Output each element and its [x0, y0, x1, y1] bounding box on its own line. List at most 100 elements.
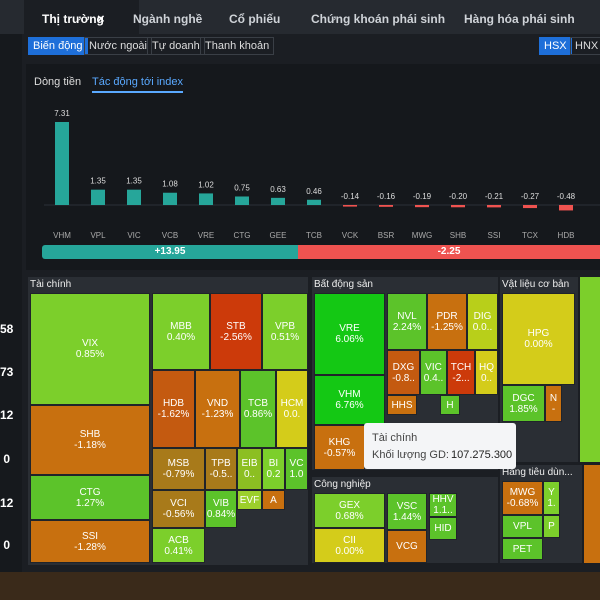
tile-label: KHG — [328, 436, 351, 448]
tile[interactable]: DGC 1.85% — [502, 385, 545, 422]
tile[interactable]: VPB 0.51% — [262, 293, 308, 370]
sidebar-value: 0 — [3, 538, 10, 552]
tile[interactable]: NVL 2.24% — [387, 293, 427, 350]
subtab[interactable]: Biến động — [28, 37, 88, 55]
tile[interactable]: HDB -1.62% — [152, 370, 195, 448]
tile[interactable]: MBB 0.40% — [152, 293, 210, 370]
tile[interactable]: A — [262, 490, 285, 510]
tile[interactable]: PET — [502, 538, 543, 560]
tile-label: CII — [343, 534, 356, 546]
bar-label: 1.08 — [162, 180, 178, 189]
tile[interactable]: VIB 0.84% — [205, 490, 237, 528]
tile[interactable]: SHB -1.18% — [30, 405, 150, 475]
tile-label: SHB — [79, 429, 101, 440]
tile[interactable]: VC 1.0 — [285, 448, 308, 490]
tab[interactable]: Hàng hóa phái sinh — [464, 12, 575, 26]
tile[interactable]: Y 1. — [543, 481, 560, 515]
tile[interactable]: ACB 0.41% — [152, 528, 205, 563]
bar — [451, 205, 465, 208]
sidebar-value: 0 — [3, 452, 10, 466]
tile-value: 0.4.. — [423, 372, 444, 384]
tile-value: 1. — [547, 498, 556, 509]
tile[interactable]: EIB 0.. — [237, 448, 262, 490]
tile-label: HHV — [432, 494, 454, 505]
category-label: VIC — [127, 231, 141, 240]
chart-tab[interactable]: Dòng tiền — [34, 76, 82, 88]
tile-label: NVL — [397, 310, 417, 322]
tile[interactable]: N- — [545, 385, 562, 422]
exchange[interactable]: HNX — [570, 37, 600, 55]
tile[interactable]: EVF — [237, 490, 262, 510]
total-down: -2.25 — [298, 245, 600, 259]
tab[interactable]: Cổ phiếu — [229, 12, 281, 26]
bar-label: 0.46 — [306, 187, 322, 196]
subtab[interactable]: Tự doanh — [147, 37, 205, 55]
tile-label: HPG — [527, 328, 550, 339]
bar-label: -0.21 — [485, 192, 504, 201]
tooltip-value: 107.275.300 — [451, 449, 513, 461]
subtab[interactable]: Thanh khoản — [200, 37, 275, 55]
tile[interactable]: PDR -1.25% — [427, 293, 467, 350]
category-label: TCX — [522, 231, 539, 240]
tooltip — [364, 423, 516, 469]
tile[interactable]: HHS — [387, 395, 417, 415]
tile[interactable]: VHM 6.76% — [314, 375, 385, 425]
tile[interactable]: VSC 1.44% — [387, 493, 427, 530]
tile[interactable]: SSI -1.28% — [30, 520, 150, 563]
tile[interactable]: DXG -0.8.. — [387, 350, 420, 395]
tile[interactable]: HHV 1.1.. — [429, 493, 457, 517]
exchange[interactable]: HSX — [539, 37, 572, 55]
tile[interactable]: GEX 0.68% — [314, 493, 385, 528]
tile-label: VIX — [81, 338, 99, 349]
bar-label: 1.02 — [198, 180, 214, 189]
tile[interactable]: VCG — [387, 530, 427, 563]
tile[interactable]: CII 0.00% — [314, 528, 385, 563]
tile[interactable]: HCM 0.0. — [276, 370, 308, 448]
tile[interactable]: HQ 0.. — [475, 350, 498, 395]
tab[interactable]: Thị trường — [42, 12, 104, 26]
bar-label: 1.35 — [90, 177, 106, 186]
subtab[interactable]: Nước ngoài — [84, 37, 152, 55]
tab[interactable]: Ngành nghề — [133, 12, 203, 26]
bar-label: -0.14 — [341, 192, 360, 201]
tile-label: VC — [289, 458, 304, 469]
tile-label: GEX — [338, 499, 361, 511]
bar-chart: 7.31 VHM 1.35 VPL 1.35 VIC 1.08 VCB 1.02 VRE 0.75 C… — [44, 109, 600, 240]
tile-label: EVF — [239, 494, 260, 506]
tile[interactable]: STB -2.56% — [210, 293, 262, 370]
tile[interactable]: VIC 0.4.. — [420, 350, 447, 395]
tile-value: 0.84% — [206, 509, 236, 520]
tile[interactable]: VPL — [502, 515, 543, 538]
tile-value: -1.25% — [431, 321, 463, 333]
tile-label: VPB — [274, 320, 295, 332]
tile[interactable]: CTG 1.27% — [30, 475, 150, 520]
tile[interactable]: HID — [429, 517, 457, 540]
tile-value: 0.68% — [335, 510, 364, 522]
tile[interactable]: VRE 6.06% — [314, 293, 385, 375]
tile[interactable]: TCB 0.86% — [240, 370, 276, 448]
tile[interactable]: VIX 0.85% — [30, 293, 150, 405]
chart-tab[interactable]: Tác động tới index — [92, 76, 183, 93]
tile[interactable]: VND -1.23% — [195, 370, 240, 448]
tile[interactable]: BI 0.2 — [262, 448, 285, 490]
tile-label: A — [270, 494, 277, 506]
tile[interactable]: DIG 0.0.. — [467, 293, 498, 350]
tile-label: H — [446, 399, 454, 411]
close-icon[interactable]: × — [97, 11, 105, 26]
tile[interactable]: TCH -2... — [447, 350, 475, 395]
tile[interactable]: MWG -0.68% — [502, 481, 543, 515]
tile[interactable]: VCI -0.56% — [152, 490, 205, 528]
tile[interactable]: TPB -0.5.. — [205, 448, 237, 490]
tile[interactable]: HPG 0.00% — [502, 293, 575, 385]
tile[interactable]: KHG -0.57% — [314, 425, 365, 470]
tile-value: 1.1.. — [433, 505, 453, 516]
tile[interactable]: H — [440, 395, 460, 415]
tab[interactable]: Chứng khoán phái sinh — [311, 12, 446, 26]
tile-label: CTG — [79, 486, 101, 498]
bar-label: -0.27 — [521, 192, 540, 201]
bar — [523, 205, 537, 209]
tile[interactable]: MSB -0.79% — [152, 448, 205, 490]
tile-value: 0.00% — [524, 339, 553, 350]
bar — [415, 205, 429, 208]
tile[interactable]: P — [543, 515, 560, 538]
